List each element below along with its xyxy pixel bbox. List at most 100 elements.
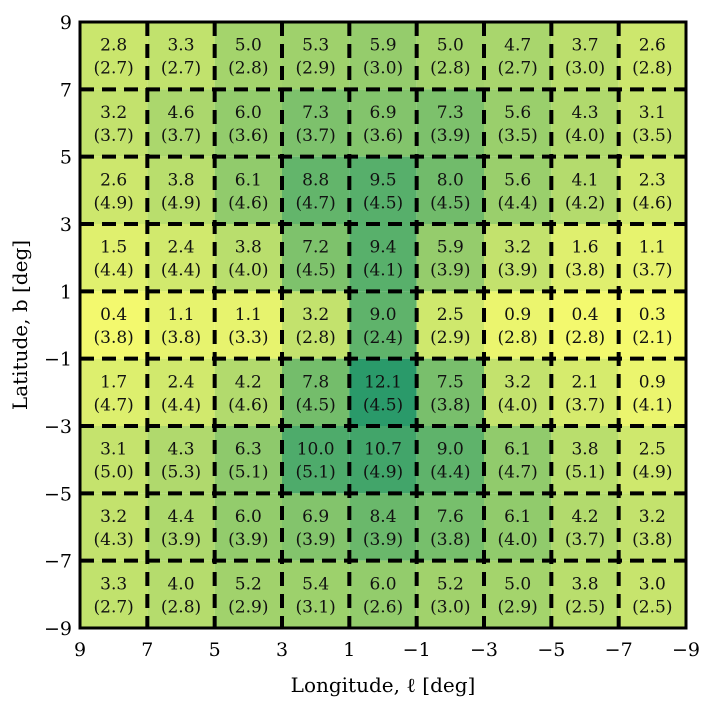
y-axis-ticks: 9 7 5 3 1 −1 −3 −5 −7 −9 (44, 12, 72, 640)
cell-error-label: (2.7) (161, 59, 201, 79)
cell-error-label: (4.6) (632, 193, 672, 213)
cell-error-label: (4.2) (565, 193, 605, 213)
cell-value-label: 1.1 (167, 305, 194, 325)
cell-error-label: (3.8) (94, 328, 134, 348)
cell-value-label: 4.3 (571, 103, 598, 123)
cell-error-label: (2.8) (565, 328, 605, 348)
cell-error-label: (4.5) (296, 395, 336, 415)
cell-value-label: 1.6 (571, 238, 598, 258)
cell-error-label: (4.5) (296, 261, 336, 281)
cell-error-label: (4.4) (161, 395, 201, 415)
cell-value-label: 4.2 (235, 372, 262, 392)
cell-error-label: (4.7) (498, 463, 538, 483)
dashed-grid (80, 22, 686, 628)
cell-error-label: (2.9) (498, 597, 538, 617)
cell-value-label: 8.4 (369, 507, 396, 527)
heatmap-cell (618, 156, 686, 224)
cell-value-label: 5.0 (235, 36, 262, 56)
heatmap-cell (416, 89, 484, 157)
heatmap-cell (618, 426, 686, 494)
cell-error-label: (2.9) (228, 597, 268, 617)
cell-error-label: (4.1) (632, 395, 672, 415)
cell-value-label: 9.0 (369, 305, 396, 325)
heatmap-cell (282, 89, 350, 157)
heatmap-cell (349, 426, 417, 494)
cell-value-label: 6.1 (504, 440, 531, 460)
heatmap-cell (349, 224, 417, 292)
heatmap-cell (484, 493, 552, 561)
cell-value-label: 7.6 (437, 507, 464, 527)
heatmap-cell (551, 89, 619, 157)
heatmap-cell (282, 22, 350, 90)
cell-value-label: 2.5 (639, 440, 666, 460)
cell-error-label: (4.4) (94, 261, 134, 281)
y-axis-label: Latitude, b [deg] (8, 240, 32, 410)
heatmap-cell (80, 426, 148, 494)
x-tick-label: −5 (537, 639, 565, 661)
cell-value-label: 5.2 (235, 574, 262, 594)
x-tick-label: −9 (672, 639, 700, 661)
cell-error-label: (4.6) (228, 193, 268, 213)
heatmap-cell (214, 291, 282, 359)
heatmap-cell (618, 560, 686, 628)
cell-error-label: (4.3) (94, 530, 134, 550)
heatmap-cell (416, 22, 484, 90)
heatmap-cell (618, 291, 686, 359)
cell-error-label: (3.8) (565, 261, 605, 281)
cell-value-label: 4.7 (504, 36, 531, 56)
heatmap-cell (214, 358, 282, 426)
cell-error-label: (3.8) (430, 395, 470, 415)
cell-value-label: 4.4 (167, 507, 194, 527)
heatmap-cell (80, 89, 148, 157)
heatmap-cell (551, 426, 619, 494)
heatmap-cell (416, 560, 484, 628)
heatmap-cell (214, 560, 282, 628)
heatmap-cell (551, 358, 619, 426)
heatmap-cell (214, 426, 282, 494)
cell-value-label: 6.9 (369, 103, 396, 123)
cell-value-label: 3.3 (100, 574, 127, 594)
cell-value-label: 6.1 (504, 507, 531, 527)
y-tick-label: 9 (60, 12, 72, 34)
cell-value-label: 5.6 (504, 170, 531, 190)
cell-value-label: 6.0 (235, 507, 262, 527)
cell-value-label: 5.0 (504, 574, 531, 594)
heatmap-cell (618, 22, 686, 90)
cell-error-label: (3.7) (632, 261, 672, 281)
cell-error-label: (5.1) (565, 463, 605, 483)
heatmap-cell (484, 156, 552, 224)
cell-error-label: (2.8) (296, 328, 336, 348)
cell-error-label: (3.8) (430, 530, 470, 550)
cell-error-label: (3.5) (632, 126, 672, 146)
cell-value-label: 4.2 (571, 507, 598, 527)
cell-value-label: 2.8 (100, 36, 127, 56)
cell-value-label: 4.1 (571, 170, 598, 190)
heatmap-cell (147, 560, 215, 628)
heatmap-cell (80, 291, 148, 359)
cell-error-label: (3.9) (228, 530, 268, 550)
y-tick-label: −1 (44, 349, 72, 371)
heatmap-cell (484, 224, 552, 292)
heatmap-cell (484, 22, 552, 90)
cell-value-label: 6.0 (369, 574, 396, 594)
cell-value-label: 5.0 (437, 36, 464, 56)
cell-value-label: 3.7 (571, 36, 598, 56)
heatmap-cell (618, 224, 686, 292)
cell-value-label: 6.9 (302, 507, 329, 527)
y-tick-label: 5 (60, 147, 72, 169)
cell-error-label: (4.4) (498, 193, 538, 213)
heatmap-cell (80, 22, 148, 90)
cell-value-label: 3.8 (167, 170, 194, 190)
cell-value-label: 7.3 (437, 103, 464, 123)
cell-value-label: 2.6 (100, 170, 127, 190)
heatmap-cell (80, 560, 148, 628)
heatmap-cell (551, 560, 619, 628)
x-axis-label: Longitude, ℓ [deg] (291, 673, 476, 697)
cell-value-label: 8.0 (437, 170, 464, 190)
y-tick-label: 7 (60, 79, 72, 101)
cell-error-label: (5.3) (161, 463, 201, 483)
cell-value-label: 0.9 (504, 305, 531, 325)
cell-value-label: 0.9 (639, 372, 666, 392)
cell-error-label: (4.1) (363, 261, 403, 281)
cell-value-label: 1.5 (100, 238, 127, 258)
